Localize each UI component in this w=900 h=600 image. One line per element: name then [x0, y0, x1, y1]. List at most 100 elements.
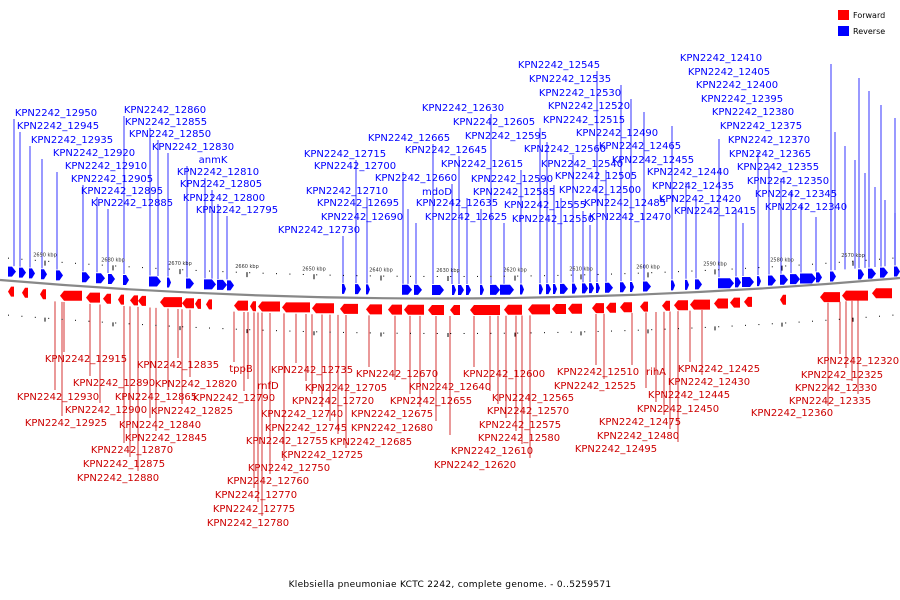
- forward-gene: [388, 304, 402, 315]
- minor-tick: [75, 319, 76, 321]
- forward-gene: [282, 302, 310, 313]
- reverse-gene-label: KPN2242_12485: [584, 198, 666, 209]
- forward-gene-label: KPN2242_12930: [17, 392, 99, 403]
- minor-tick: [664, 328, 666, 330]
- forward-gene: [528, 304, 550, 315]
- minor-tick: [209, 270, 210, 272]
- forward-gene-label: KPN2242_12740: [261, 409, 343, 420]
- forward-gene: [138, 295, 146, 306]
- minor-tick: [490, 332, 492, 334]
- reverse-gene-label: KPN2242_12420: [659, 194, 741, 205]
- reverse-gene-label: KPN2242_12920: [53, 148, 135, 159]
- gene-labels: KPN2242_12950 KPN2242_12945 KPN2242_12935 K…: [15, 53, 899, 529]
- minor-tick: [637, 329, 639, 331]
- reverse-gene-label: KPN2242_12895: [81, 186, 163, 197]
- minor-tick: [155, 267, 157, 269]
- minor-tick: [544, 275, 545, 277]
- minor-tick: [557, 331, 559, 333]
- forward-gene: [234, 300, 248, 311]
- forward-gene-label: KPN2242_12880: [77, 473, 159, 484]
- forward-gene: [8, 286, 14, 297]
- minor-tick: [410, 275, 411, 277]
- reverse-gene-label: KPN2242_12715: [304, 149, 386, 160]
- minor-tick: [678, 271, 679, 273]
- forward-gene-label: KPN2242_12825: [151, 406, 233, 417]
- reverse-gene: [19, 267, 26, 278]
- minor-tick: [128, 323, 130, 325]
- minor-tick: [651, 329, 653, 331]
- minor-tick: [48, 317, 50, 319]
- minor-tick: [423, 275, 425, 277]
- reverse-gene-label: KPN2242_12645: [405, 145, 487, 156]
- reverse-gene: [671, 280, 675, 291]
- legend-label-forward: Forward: [853, 11, 885, 20]
- forward-gene: [552, 304, 566, 315]
- forward-gene-label: KPN2242_12360: [751, 408, 833, 419]
- reverse-gene: [894, 266, 900, 277]
- reverse-gene: [880, 267, 888, 278]
- forward-gene-label: KPN2242_12755: [246, 436, 328, 447]
- reverse-gene: [432, 284, 444, 295]
- minor-tick: [222, 328, 224, 330]
- forward-gene: [428, 304, 444, 315]
- minor-tick: [142, 324, 143, 326]
- forward-gene-label: KPN2242_12600: [463, 369, 545, 380]
- minor-tick: [758, 267, 760, 269]
- reverse-gene-label: KPN2242_12455: [612, 155, 694, 166]
- reverse-gene: [582, 283, 588, 294]
- minor-tick: [155, 324, 157, 326]
- reverse-gene: [620, 282, 626, 293]
- legend-swatch-reverse: [838, 26, 849, 36]
- reverse-gene-label: KPN2242_12910: [65, 161, 147, 172]
- minor-tick: [115, 322, 117, 324]
- axis-tick-label: 2600 kbp: [636, 264, 660, 270]
- reverse-gene-label: KPN2242_12665: [368, 133, 450, 144]
- reverse-gene-label: mdoD: [422, 187, 452, 198]
- reverse-gene: [596, 282, 600, 293]
- minor-tick: [34, 259, 36, 261]
- minor-tick: [75, 262, 76, 264]
- minor-tick: [128, 266, 130, 268]
- reverse-gene: [227, 280, 234, 291]
- minor-tick: [302, 330, 304, 332]
- reverse-gene-label: KPN2242_12365: [729, 149, 811, 160]
- reverse-gene-label: KPN2242_12730: [278, 225, 360, 236]
- minor-tick: [731, 268, 733, 270]
- axis-tick-label: 2590 kbp: [703, 261, 727, 267]
- forward-gene: [620, 302, 632, 313]
- reverse-gene-label: KPN2242_12860: [124, 105, 206, 116]
- reverse-gene: [149, 276, 161, 287]
- reverse-gene-label: KPN2242_12595: [465, 131, 547, 142]
- reverse-gene-label: KPN2242_12795: [196, 205, 278, 216]
- axis-tick-label: 2630 kbp: [436, 268, 460, 274]
- minor-tick: [302, 273, 304, 275]
- reverse-gene-label: KPN2242_12405: [688, 67, 770, 78]
- minor-tick: [838, 261, 840, 263]
- reverse-gene: [858, 269, 864, 280]
- minor-tick: [289, 330, 291, 332]
- reverse-gene-label: KPN2242_12695: [317, 198, 399, 209]
- minor-tick: [21, 258, 23, 260]
- reverse-gene-label: KPN2242_12855: [125, 117, 207, 128]
- forward-gene-label: KPN2242_12835: [137, 360, 219, 371]
- reverse-gene-label: KPN2242_12950: [15, 108, 97, 119]
- reverse-gene-label: KPN2242_12605: [453, 117, 535, 128]
- reverse-gene: [204, 279, 216, 290]
- reverse-gene: [108, 274, 115, 285]
- reverse-gene: [643, 281, 651, 292]
- minor-tick: [691, 327, 693, 329]
- forward-gene-label: KPN2242_12445: [648, 390, 730, 401]
- forward-gene: [872, 288, 892, 299]
- reverse-gene: [56, 270, 63, 281]
- reverse-gene: [123, 274, 129, 285]
- forward-gene-label: KPN2242_12750: [248, 463, 330, 474]
- reverse-gene-label: KPN2242_12615: [441, 159, 523, 170]
- reverse-gene-label: KPN2242_12555: [504, 200, 586, 211]
- reverse-gene: [768, 275, 776, 286]
- forward-gene: [568, 303, 582, 314]
- minor-tick: [544, 332, 545, 334]
- forward-gene-label: KPN2242_12685: [330, 437, 412, 448]
- minor-tick: [436, 275, 438, 277]
- minor-tick: [168, 268, 170, 270]
- forward-gene-label: KPN2242_12900: [65, 405, 147, 416]
